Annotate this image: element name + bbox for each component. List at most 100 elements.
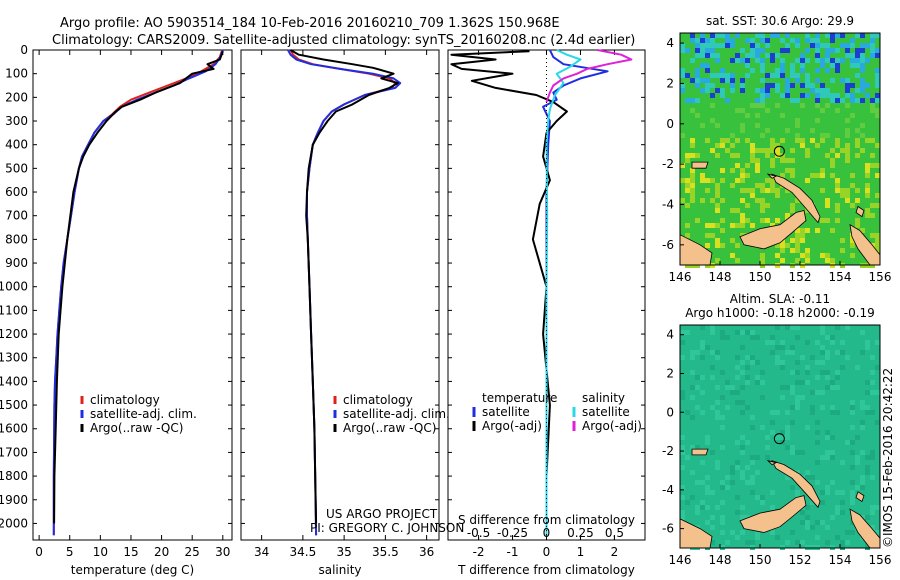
map-cell	[760, 38, 765, 43]
map-cell	[710, 490, 715, 495]
map-y-tick-label: 2	[666, 366, 674, 380]
map-cell	[715, 203, 720, 208]
map-cell	[785, 430, 790, 435]
map-cell	[795, 335, 800, 340]
map-cell	[720, 480, 725, 485]
map-cell	[765, 93, 770, 98]
map-cell	[700, 38, 705, 43]
map-cell	[745, 330, 750, 335]
map-cell	[840, 78, 845, 83]
map-cell	[800, 228, 805, 233]
map-cell	[745, 188, 750, 193]
map-cell	[680, 495, 685, 500]
map-cell	[695, 113, 700, 118]
map-cell	[740, 48, 745, 53]
map-cell	[850, 63, 855, 68]
map-cell	[740, 128, 745, 133]
map-cell	[785, 43, 790, 48]
y-tick-label: 2000	[0, 516, 28, 530]
map-cell	[770, 163, 775, 168]
map-cell	[860, 228, 865, 233]
map-cell	[740, 450, 745, 455]
map-cell	[705, 38, 710, 43]
map-cell	[830, 385, 835, 390]
map-cell	[685, 223, 690, 228]
map-cell	[830, 173, 835, 178]
map-cell	[790, 445, 795, 450]
map-cell	[680, 330, 685, 335]
x-tick-label-secondary: 0	[543, 526, 551, 540]
map-x-tick-label: 154	[829, 270, 852, 284]
map-cell	[840, 365, 845, 370]
map-cell	[715, 33, 720, 38]
map-cell	[680, 445, 685, 450]
map-cell	[845, 48, 850, 53]
map-cell	[825, 355, 830, 360]
x-tick-label: 35.5	[372, 545, 399, 559]
map-cell	[740, 168, 745, 173]
x-axis-label: T difference from climatology	[457, 563, 635, 577]
header-line1: Argo profile: AO 5903514_184 10-Feb-2016…	[60, 16, 560, 31]
map-cell	[790, 390, 795, 395]
map-cell	[855, 128, 860, 133]
map-cell	[755, 360, 760, 365]
map-cell	[745, 218, 750, 223]
map-cell	[810, 138, 815, 143]
map-cell	[850, 238, 855, 243]
map-cell	[710, 53, 715, 58]
map-cell	[820, 93, 825, 98]
map-y-tick-label: 2	[666, 76, 674, 90]
map-cell	[810, 38, 815, 43]
map-cell	[860, 68, 865, 73]
map-cell	[805, 58, 810, 63]
map-cell	[775, 435, 780, 440]
map-cell	[770, 505, 775, 510]
map-cell	[715, 238, 720, 243]
map-cell	[690, 495, 695, 500]
map-cell	[775, 73, 780, 78]
map-cell	[800, 520, 805, 525]
map-cell	[690, 33, 695, 38]
map-cell	[815, 48, 820, 53]
map-cell	[700, 33, 705, 38]
map-cell	[790, 68, 795, 73]
map-cell	[830, 63, 835, 68]
map-cell	[690, 193, 695, 198]
map-cell	[830, 58, 835, 63]
series-line-1	[542, 49, 609, 536]
y-tick-label: 700	[5, 209, 28, 223]
map-cell	[730, 465, 735, 470]
map-cell	[785, 168, 790, 173]
map-cell	[760, 183, 765, 188]
map-cell	[735, 208, 740, 213]
map-cell	[845, 193, 850, 198]
map-cell	[820, 325, 825, 330]
map-cell	[700, 505, 705, 510]
map-cell	[730, 83, 735, 88]
land-mass	[855, 205, 865, 218]
map-cell	[755, 470, 760, 475]
map-cell	[860, 33, 865, 38]
map-cell	[850, 440, 855, 445]
map-cell	[755, 158, 760, 163]
map-cell	[850, 500, 855, 505]
map-cell	[775, 103, 780, 108]
map-cell	[870, 525, 875, 530]
map-cell	[705, 505, 710, 510]
map-cell	[790, 238, 795, 243]
map-cell	[775, 325, 780, 330]
map-cell	[815, 375, 820, 380]
map-cell	[710, 83, 715, 88]
map-cell	[735, 178, 740, 183]
map-cell	[835, 58, 840, 63]
map-cell	[805, 380, 810, 385]
map-cell	[805, 73, 810, 78]
map-cell	[705, 178, 710, 183]
map-cell	[795, 243, 800, 248]
map-cell	[710, 405, 715, 410]
map-cell	[765, 128, 770, 133]
map-cell	[700, 78, 705, 83]
map-cell	[695, 78, 700, 83]
map-cell	[680, 390, 685, 395]
map-cell	[730, 88, 735, 93]
